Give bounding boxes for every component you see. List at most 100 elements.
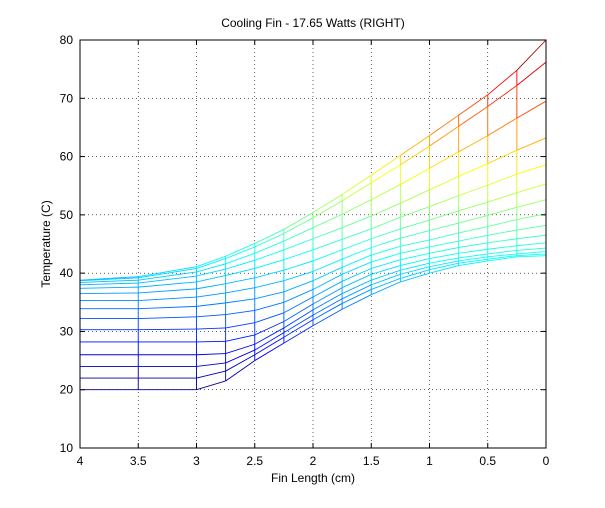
series-line-segment [458, 248, 488, 254]
series-line-segment [516, 137, 547, 151]
series-line-segment [487, 69, 518, 96]
series-line-segment [312, 303, 343, 321]
series-line-segment [138, 268, 197, 279]
series-line-segment [516, 224, 547, 231]
series-line-segment [79, 286, 139, 289]
series-line-segment [196, 370, 226, 379]
series-line-segment [283, 303, 314, 322]
series-line-segment [283, 212, 314, 230]
ticks: 4 3.5 3 2.5 2 1.5 1 0.5 0 10 20 30 40 50 60 70 80 [60, 33, 550, 468]
series-line-segment [341, 174, 372, 195]
y-tick-label: 70 [60, 91, 74, 105]
series-line-segment [341, 273, 372, 289]
series-line-segment [283, 296, 314, 314]
series-line-segment [196, 327, 226, 330]
series-line-segment [371, 277, 401, 290]
series-line-segment [371, 252, 401, 263]
series-line-segment [341, 215, 372, 229]
series-line-segment [429, 222, 459, 232]
series-line-segment [516, 253, 547, 257]
series-line-segment [400, 269, 430, 279]
series-line-segment [429, 114, 459, 136]
series-line-segment [516, 183, 547, 194]
series-line-segment [516, 234, 547, 240]
series-line-segment [429, 151, 459, 169]
series-line-segment [429, 195, 459, 208]
series-line-segment [429, 252, 459, 260]
series-line-segment [400, 266, 430, 275]
y-tick-label: 20 [60, 383, 74, 397]
y-axis-label: Temperature (C) [39, 200, 53, 287]
x-tick-label: 0 [543, 454, 550, 468]
series-line-segment [79, 292, 139, 294]
series-line-segment [254, 312, 285, 324]
series-line-segment [283, 280, 314, 293]
series-line-segment [400, 206, 430, 218]
series-line-segment [458, 234, 488, 242]
series-line-segment [458, 253, 488, 259]
series-line-segment [458, 226, 488, 234]
series-line-segment [400, 230, 430, 239]
series-line-segment [458, 260, 488, 267]
surface-mesh [79, 39, 547, 391]
series-line-segment [196, 380, 226, 391]
y-tick-label: 40 [60, 266, 74, 280]
x-axis-label: Fin Length (cm) [271, 471, 355, 485]
series-line-segment [341, 279, 372, 294]
series-line-segment [196, 302, 226, 307]
series-line-segment [487, 206, 517, 216]
series-line-segment [254, 336, 285, 356]
series-line-segment [312, 273, 343, 290]
series-line-segment [341, 289, 372, 304]
series-line-segment [400, 258, 430, 267]
series-line-segment [371, 245, 401, 256]
series-line-segment [429, 260, 459, 268]
series-line-segment [283, 314, 314, 333]
series-line-segment [400, 252, 430, 261]
series-line-segment [371, 269, 401, 281]
series-line-segment [429, 125, 459, 147]
series-line-segment [254, 269, 284, 279]
series-line-segment [400, 239, 430, 247]
series-line-segment [254, 332, 285, 351]
x-tick-label: 2.5 [246, 454, 263, 468]
series-line-segment [225, 277, 255, 285]
series-line-segment [79, 279, 139, 283]
series-line-segment [341, 199, 372, 215]
series-line-segment [458, 201, 488, 212]
series-line-segment [312, 287, 343, 305]
y-tick-label: 30 [60, 324, 74, 338]
series-line-segment [400, 219, 430, 230]
series-line-segment [341, 182, 372, 202]
series-line-segment [429, 232, 459, 241]
series-line-segment [371, 164, 401, 184]
series-line-segment [196, 314, 226, 318]
series-line-segment [138, 316, 197, 320]
series-line-segment [312, 213, 343, 229]
series-line-segment [516, 199, 547, 208]
y-tick-label: 50 [60, 208, 74, 222]
series-line-segment [312, 280, 343, 298]
series-line-segment [225, 259, 255, 270]
series-line-segment [312, 308, 343, 326]
series-line-segment [429, 247, 459, 254]
series-line-segment [312, 266, 343, 282]
series-line-segment [341, 247, 372, 260]
series-line-segment [254, 321, 285, 336]
series-line-segment [254, 327, 285, 345]
x-tick-label: 2 [310, 454, 317, 468]
series-line-segment [458, 242, 488, 248]
series-line-segment [429, 257, 459, 264]
series-line-segment [196, 340, 226, 343]
series-line-segment [225, 268, 255, 276]
x-tick-label: 1.5 [363, 454, 380, 468]
series-line-segment [429, 265, 459, 274]
series-line-segment [400, 272, 430, 283]
series-line-segment [225, 246, 255, 259]
series-line-segment [371, 273, 401, 286]
series-line-segment [487, 85, 518, 107]
series-line-segment [138, 275, 197, 284]
series-line-segment [516, 164, 547, 175]
series-line-segment [341, 294, 372, 310]
series-line-segment [370, 155, 401, 176]
